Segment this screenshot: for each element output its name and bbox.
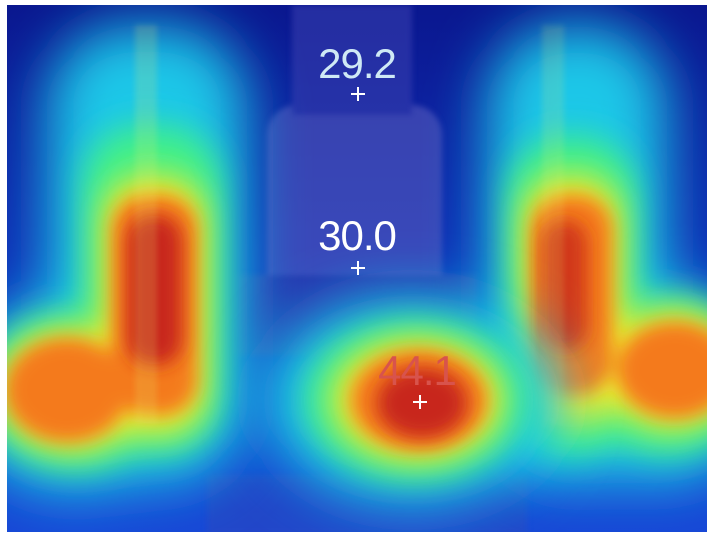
temperature-readout-hot: 44.1 (378, 347, 457, 394)
spot-marker-middle (351, 261, 365, 275)
spot-marker-top (351, 87, 365, 101)
spot-marker-hot (413, 395, 427, 409)
temperature-readout-middle: 30.0 (318, 212, 397, 259)
thermal-image: 29.2 30.0 44.1 (7, 5, 707, 532)
heat-region-center (262, 295, 562, 505)
heat-region-left (7, 25, 247, 495)
heatmap-overlay (7, 5, 707, 532)
temperature-readout-top: 29.2 (318, 40, 397, 87)
